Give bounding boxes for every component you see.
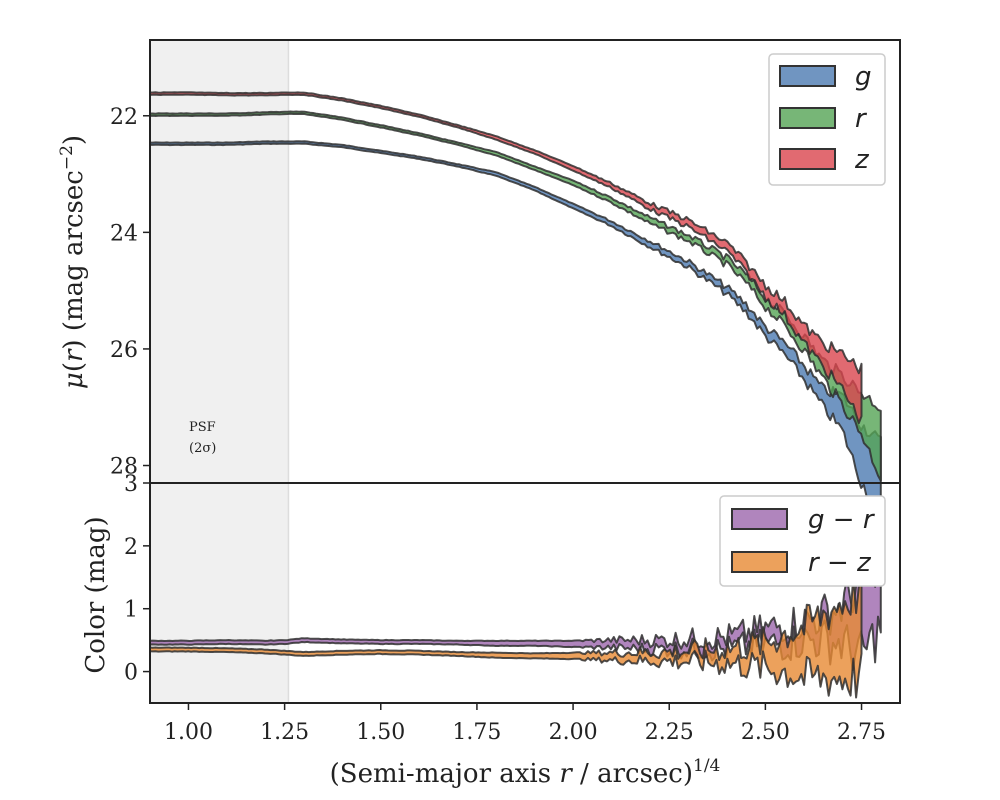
x-axis-label: (Semi-major axis r / arcsec)1/4 [330,756,721,789]
bottom-panel-frame [149,482,901,704]
bottom-ytick-label: 3 [124,472,138,497]
psf-shade-top [150,40,289,483]
legend-swatch-z [779,148,836,170]
top-y-axis-label: μ(r) (mag arcsec−2) [57,135,89,389]
psf-shade-layer [150,40,290,703]
xtick-label: 1.25 [260,720,309,745]
legend-label-r: r [855,104,868,134]
top-ytick-label: 26 [110,338,138,363]
psf-shade-bottom [150,483,289,703]
xtick-label: 1.00 [164,720,213,745]
legend-label-z: z [854,145,870,175]
top-ytick-label: 28 [110,455,138,480]
band-z [149,91,863,425]
band-r [149,110,882,482]
bottom-ytick-label: 0 [124,661,138,686]
top-ytick-label: 22 [110,105,138,130]
legend-label-r-minus-z: r − z [808,548,872,578]
legend-swatch-r [779,107,836,129]
xtick-label: 2.25 [645,720,694,745]
legend-swatch-r-minus-z [731,551,788,573]
top-legend: g r z [768,53,886,186]
bottom-legend: g − r r − z [719,495,886,587]
tick-layer: 22 24 26 28 0 1 2 3 1.00 1.25 1.50 1.75 2.00 2.25 2.50… [110,105,886,745]
xtick-label: 2.75 [837,720,886,745]
xtick-label: 2.50 [741,720,790,745]
legend-swatch-g [779,65,836,87]
legend-swatch-g-minus-r [731,508,788,530]
bottom-ytick-label: 2 [124,535,138,560]
psf-label: PSF [189,420,216,435]
xtick-label: 2.00 [549,720,598,745]
xtick-label: 1.50 [356,720,405,745]
xtick-label: 1.75 [452,720,501,745]
bottom-y-axis-label: Color (mag) [81,516,111,673]
psf-sigma-label: (2σ) [189,441,216,456]
legend-label-g-minus-r: g − r [808,505,876,535]
bottom-ytick-label: 1 [124,598,138,623]
top-ytick-label: 24 [110,221,138,246]
legend-label-g: g [855,62,872,92]
